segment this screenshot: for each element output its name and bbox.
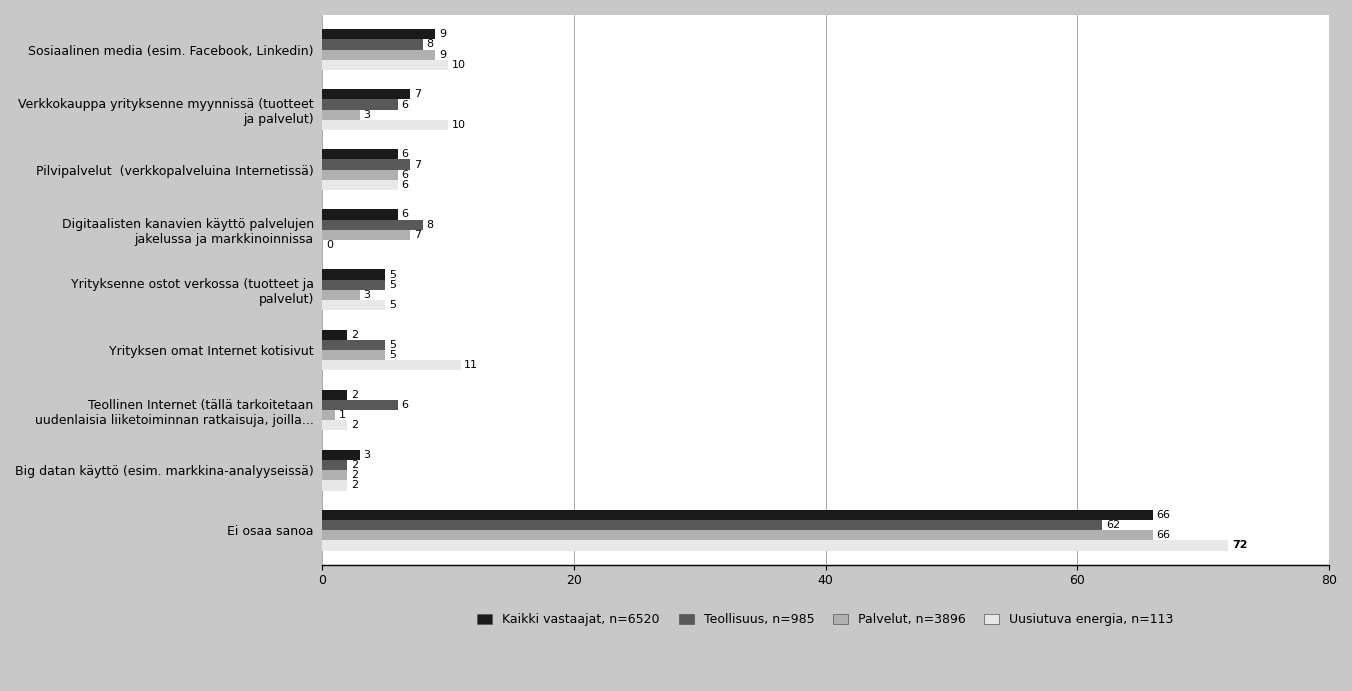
- Bar: [322, 110, 360, 120]
- Text: 7: 7: [414, 230, 420, 240]
- Bar: [322, 59, 448, 70]
- Bar: [322, 50, 435, 59]
- Text: 6: 6: [402, 100, 408, 109]
- Bar: [322, 520, 1102, 530]
- Text: 5: 5: [389, 340, 396, 350]
- Text: 6: 6: [402, 180, 408, 190]
- Bar: [322, 330, 347, 340]
- Bar: [322, 280, 385, 290]
- Text: 5: 5: [389, 269, 396, 280]
- Bar: [322, 530, 1153, 540]
- Text: 3: 3: [364, 450, 370, 460]
- Text: 11: 11: [464, 360, 479, 370]
- Text: 5: 5: [389, 300, 396, 310]
- Bar: [322, 300, 385, 310]
- Bar: [322, 120, 448, 130]
- Text: 2: 2: [352, 470, 358, 480]
- Text: 5: 5: [389, 280, 396, 290]
- Text: 2: 2: [352, 460, 358, 470]
- Bar: [322, 390, 347, 400]
- Text: 3: 3: [364, 290, 370, 300]
- Bar: [322, 39, 423, 50]
- Text: 8: 8: [426, 39, 434, 50]
- Text: 6: 6: [402, 170, 408, 180]
- Bar: [322, 460, 347, 470]
- Bar: [322, 350, 385, 360]
- Bar: [322, 510, 1153, 520]
- Text: 0: 0: [326, 240, 333, 250]
- Bar: [322, 220, 423, 230]
- Bar: [322, 450, 360, 460]
- Bar: [322, 29, 435, 39]
- Text: 10: 10: [452, 60, 465, 70]
- Text: 5: 5: [389, 350, 396, 360]
- Bar: [322, 149, 397, 160]
- Bar: [322, 400, 397, 410]
- Text: 62: 62: [1106, 520, 1121, 530]
- Text: 66: 66: [1156, 530, 1171, 540]
- Bar: [322, 340, 385, 350]
- Bar: [322, 100, 397, 110]
- Text: 72: 72: [1232, 540, 1248, 551]
- Text: 7: 7: [414, 160, 420, 169]
- Bar: [322, 89, 410, 100]
- Text: 6: 6: [402, 149, 408, 160]
- Bar: [322, 360, 461, 370]
- Bar: [322, 209, 397, 220]
- Text: 3: 3: [364, 110, 370, 120]
- Bar: [322, 269, 385, 280]
- Bar: [322, 160, 410, 170]
- Bar: [322, 170, 397, 180]
- Text: 6: 6: [402, 400, 408, 410]
- Bar: [322, 290, 360, 300]
- Text: 9: 9: [439, 29, 446, 39]
- Bar: [322, 180, 397, 190]
- Bar: [322, 230, 410, 240]
- Bar: [322, 480, 347, 491]
- Text: 2: 2: [352, 480, 358, 491]
- Text: 10: 10: [452, 120, 465, 130]
- Text: 8: 8: [426, 220, 434, 229]
- Bar: [322, 410, 335, 420]
- Legend: Kaikki vastaajat, n=6520, Teollisuus, n=985, Palvelut, n=3896, Uusiutuva energia: Kaikki vastaajat, n=6520, Teollisuus, n=…: [473, 609, 1178, 630]
- Bar: [322, 470, 347, 480]
- Bar: [322, 420, 347, 430]
- Text: 2: 2: [352, 420, 358, 430]
- Text: 2: 2: [352, 330, 358, 339]
- Text: 2: 2: [352, 390, 358, 399]
- Text: 1: 1: [338, 410, 346, 420]
- Bar: [322, 540, 1229, 551]
- Text: 66: 66: [1156, 510, 1171, 520]
- Text: 9: 9: [439, 50, 446, 59]
- Text: 7: 7: [414, 89, 420, 100]
- Text: 6: 6: [402, 209, 408, 220]
